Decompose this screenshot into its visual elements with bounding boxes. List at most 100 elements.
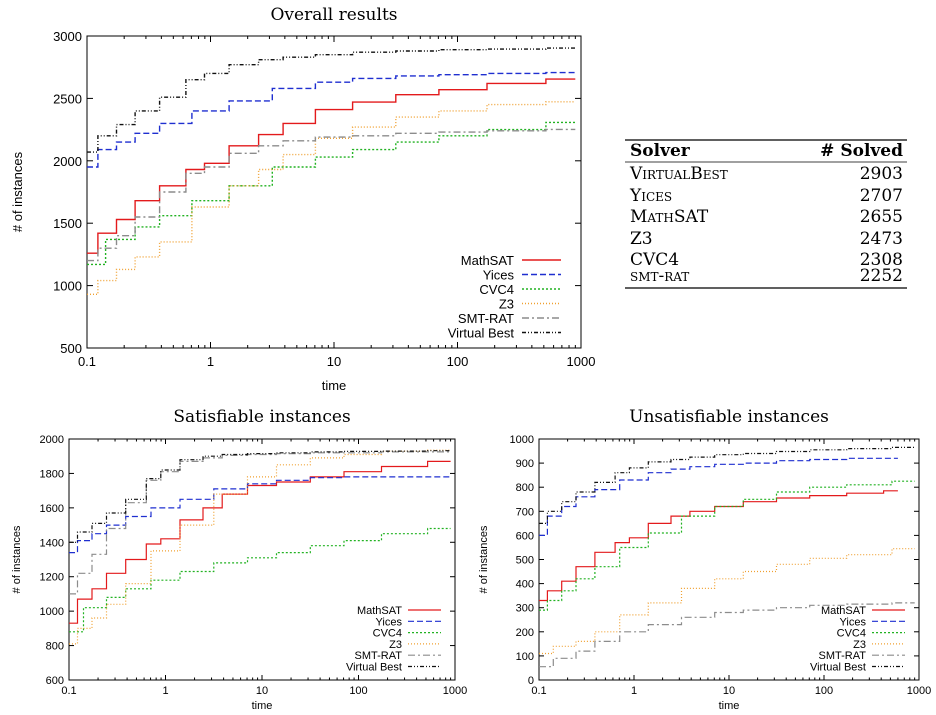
x-tick-label: 100 [447, 354, 469, 369]
series-line-yices [69, 476, 451, 554]
legend-label-cvc4: CVC4 [479, 282, 514, 297]
x-tick-label: 1 [207, 354, 214, 369]
x-axis-label: time [322, 378, 347, 393]
x-tick-label: 1 [631, 685, 637, 697]
table-row-solver: MathSAT [630, 207, 709, 227]
series-line-cvc4 [539, 480, 915, 611]
legend-label-smt-rat: SMT-RAT [819, 650, 867, 662]
x-tick-label: 10 [256, 685, 268, 697]
y-tick-label: 700 [516, 506, 534, 518]
table-row-solved: 2903 [860, 164, 903, 184]
series-line-yices [539, 457, 898, 536]
table-row-solver: VirtualBest [629, 164, 728, 184]
y-tick-label: 600 [46, 675, 64, 687]
series-line-mathsat [69, 460, 451, 624]
x-axis-label: time [252, 700, 273, 712]
y-tick-label: 500 [60, 341, 82, 356]
legend-label-mathsat: MathSAT [821, 605, 866, 617]
y-tick-label: 1600 [40, 503, 64, 515]
series-line-virtual-best [539, 446, 915, 524]
y-tick-label: 800 [46, 641, 64, 653]
y-tick-label: 600 [516, 530, 534, 542]
legend-label-yices: Yices [376, 616, 403, 628]
series-line-smt-rat [69, 451, 451, 595]
x-tick-label: 10 [327, 354, 341, 369]
series-line-mathsat [539, 490, 898, 602]
table-row-solver: smt-rat [630, 266, 689, 286]
x-tick-label: 1000 [443, 685, 467, 697]
series-line-smt-rat [87, 128, 576, 262]
series-line-z3 [539, 548, 915, 655]
chart-title: Overall results [271, 5, 398, 25]
y-tick-label: 200 [516, 627, 534, 639]
y-tick-label: 500 [516, 555, 534, 567]
x-tick-label: 1 [162, 685, 168, 697]
y-tick-label: 400 [516, 579, 534, 591]
y-tick-label: 1000 [53, 279, 82, 294]
legend-label-cvc4: CVC4 [373, 628, 402, 640]
y-tick-label: 300 [516, 603, 534, 615]
y-tick-label: 3000 [53, 29, 82, 44]
chart-satisfiable-instances: Satisfiable instances 600 800 1000 1200 1400 1… [11, 407, 467, 712]
series-line-yices [87, 71, 576, 168]
table-header-solver: Solver [630, 141, 691, 161]
y-tick-label: 1400 [40, 537, 64, 549]
series-line-virtual-best [87, 47, 576, 153]
legend-label-z3: Z3 [499, 297, 514, 312]
x-tick-label: 0.1 [61, 685, 76, 697]
table-row-solver: Z3 [630, 229, 653, 249]
y-tick-label: 1000 [510, 434, 534, 446]
legend-label-cvc4: CVC4 [837, 628, 866, 640]
table-row-solver: CVC4 [630, 250, 679, 270]
chart-unsatisfiable-instances: Unsatisfiable instances 0 100 200 300 400 500 6… [478, 407, 931, 712]
legend-label-z3: Z3 [389, 639, 402, 651]
x-tick-label: 100 [815, 685, 833, 697]
table-row-solved: 2308 [860, 250, 903, 270]
legend-label-virtual-best: Virtual Best [810, 662, 866, 674]
series-line-z3 [69, 449, 451, 645]
legend-label-z3: Z3 [853, 639, 866, 651]
series-line-z3 [87, 101, 576, 295]
x-tick-label: 1000 [567, 354, 596, 369]
legend-label-smt-rat: SMT-RAT [355, 650, 403, 662]
legend-label-yices: Yices [840, 616, 867, 628]
y-tick-label: 900 [516, 458, 534, 470]
y-tick-label: 1800 [40, 468, 64, 480]
y-tick-label: 0 [528, 675, 534, 687]
series-line-cvc4 [87, 121, 576, 266]
x-tick-label: 0.1 [531, 685, 546, 697]
legend-label-virtual-best: Virtual Best [448, 326, 515, 341]
legend-label-smt-rat: SMT-RAT [458, 311, 514, 326]
legend-label-virtual-best: Virtual Best [346, 662, 402, 674]
y-tick-label: 2500 [53, 91, 82, 106]
chart-title: Unsatisfiable instances [629, 407, 829, 427]
table-row-solved: 2707 [860, 186, 903, 206]
legend-label-mathsat: MathSAT [357, 605, 402, 617]
legend-label-yices: Yices [483, 268, 515, 283]
y-tick-label: 2000 [40, 434, 64, 446]
y-axis-label: # of instances [478, 525, 490, 593]
series-line-mathsat [87, 78, 576, 254]
x-tick-label: 10 [723, 685, 735, 697]
table-header-solved: # Solved [820, 141, 903, 161]
legend-label-mathsat: MathSAT [461, 253, 514, 268]
table-row-solved: 2473 [860, 229, 903, 249]
x-tick-label: 100 [349, 685, 367, 697]
chart-overall-results: Overall results 500 1000 1500 2000 2500 3000 0.… [10, 5, 595, 393]
table-row-solved: 2655 [860, 207, 903, 227]
x-tick-label: 1000 [907, 685, 931, 697]
y-tick-label: 1500 [53, 216, 82, 231]
table-row-solved: 2252 [860, 266, 903, 286]
y-tick-label: 1000 [40, 606, 64, 618]
series-line-smt-rat [539, 602, 915, 668]
y-tick-label: 2000 [53, 154, 82, 169]
y-tick-label: 100 [516, 651, 534, 663]
y-axis-label: # of instances [10, 151, 25, 232]
x-tick-label: 0.1 [78, 354, 96, 369]
results-table: Solver # Solved VirtualBest 2903 Yices 2… [625, 139, 907, 289]
x-axis-label: time [719, 700, 740, 712]
table-row-solver: Yices [629, 186, 672, 206]
series-line-virtual-best [69, 450, 451, 543]
y-tick-label: 800 [516, 482, 534, 494]
